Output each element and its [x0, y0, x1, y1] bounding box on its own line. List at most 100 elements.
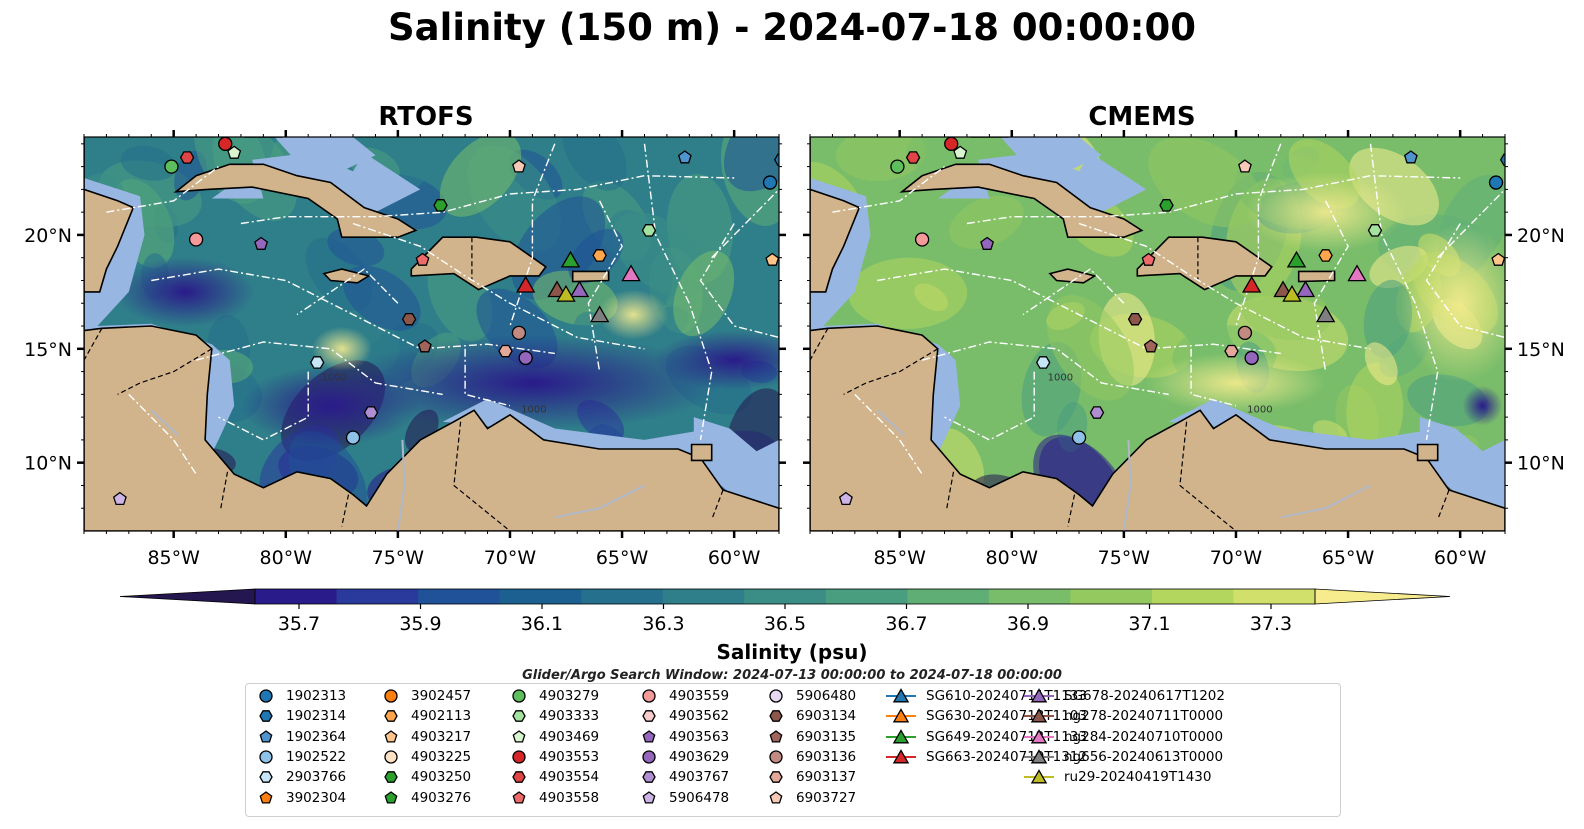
panel-title-rtofs: RTOFS: [378, 102, 474, 132]
country-border: [1437, 489, 1450, 520]
legend-marker: [384, 689, 398, 703]
x-tick-label: 85°W: [873, 547, 926, 569]
platform-1902522: [1071, 430, 1087, 445]
legend-entry: ng284-20240710T0000: [1024, 728, 1223, 746]
eez-boundary: [218, 371, 309, 441]
platform-4903629: [518, 350, 533, 366]
platform-4903558: [415, 252, 430, 266]
legend-entry: 3902457: [381, 687, 471, 705]
legend-marker: [642, 710, 656, 723]
colorbar-segment: [418, 589, 501, 604]
platform-ng656-20240613T0000: [589, 305, 610, 323]
legend-marker-triangle: [1030, 708, 1048, 723]
colorbar-segment: [1151, 589, 1234, 604]
legend-marker: [769, 689, 783, 703]
legend-entry: 3902304: [256, 789, 346, 807]
x-tick-label: 75°W: [372, 547, 425, 569]
legend-marker: [642, 771, 656, 784]
legend-marker-triangle: [892, 688, 910, 703]
legend-label: ng278-20240711T0000: [1064, 708, 1224, 725]
legend-marker-pentagon: [259, 790, 273, 804]
colorbar-tick-label: 35.9: [399, 613, 441, 635]
platform-SG649-20240712T1133: [1286, 250, 1307, 268]
legend-label: 4903279: [539, 688, 600, 704]
platform-4903559: [188, 232, 204, 247]
platform-6903136: [511, 325, 527, 341]
legend-marker-hexagon: [642, 771, 656, 784]
legend-marker: [769, 790, 783, 804]
legend-label: SG663-20240710T1312: [926, 748, 1087, 765]
legend-label: ng284-20240710T0000: [1064, 728, 1224, 745]
eez-boundary: [106, 166, 219, 213]
legend: 1902313 1902314 1902364 1902522 2903766 39023…: [245, 683, 1341, 817]
country-border: [453, 421, 511, 531]
colorbar-segment: [744, 589, 827, 604]
legend-marker: [1024, 748, 1054, 764]
land: [899, 163, 1144, 238]
legend-marker: [259, 729, 273, 743]
legend-marker-triangle: [1030, 728, 1048, 744]
legend-marker: [512, 689, 526, 703]
legend-entry: 4903225: [381, 748, 471, 766]
legend-label: 4903767: [669, 769, 730, 786]
legend-label: 6903134: [796, 708, 857, 725]
legend-marker: [886, 748, 916, 764]
legend-marker-triangle: [1030, 688, 1048, 703]
eez-boundary: [643, 143, 713, 441]
legend-marker-pentagon: [769, 790, 783, 804]
eez-boundary: [1190, 348, 1237, 407]
legend-label: 6903137: [796, 769, 857, 786]
colorbar-segment: [581, 589, 664, 604]
eez-boundary: [1369, 143, 1439, 441]
legend-label: SG610-20240711T1133: [926, 688, 1087, 704]
legend-entry: 4903558: [509, 789, 599, 807]
country-border: [810, 328, 829, 361]
legend-marker-pentagon: [259, 729, 273, 743]
x-tick-label: 70°W: [1210, 547, 1263, 569]
colorbar-tick-label: 35.7: [278, 613, 320, 635]
colorbar-tick-label: 36.7: [885, 613, 927, 635]
platform-4903333: [1367, 224, 1383, 237]
legend-entry: 4903562: [639, 707, 729, 725]
land: [810, 188, 861, 293]
y-tick-label: 20°N: [1517, 225, 1565, 247]
legend-label: 4903333: [539, 708, 600, 725]
x-tick-label: 80°W: [260, 547, 313, 569]
legend-entry: 4903767: [639, 768, 729, 786]
land: [1048, 268, 1097, 284]
y-tick-label: 20°N: [24, 225, 72, 247]
legend-marker: [769, 710, 783, 723]
platform-4903563: [980, 236, 995, 250]
platform-2903766: [309, 356, 325, 369]
legend-entry: 4903217: [381, 728, 471, 746]
legend-marker-hexagon: [259, 710, 273, 723]
legend-marker: [642, 790, 656, 804]
colorbar-extend-low: [119, 588, 256, 605]
platform-4903250: [1159, 199, 1174, 212]
eez-boundary: [1078, 222, 1371, 350]
colorbar-tick-label: 36.3: [642, 613, 684, 635]
contour-label: 1000: [1247, 405, 1272, 416]
platform-SG678-20240617T1202: [569, 280, 590, 298]
platform-4903469: [227, 145, 242, 159]
legend-marker-circle: [769, 689, 783, 703]
legend-label: 4903225: [411, 748, 472, 765]
legend-label: ng656-20240613T0000: [1064, 748, 1224, 765]
platform-6903135: [417, 339, 432, 353]
legend-marker-circle: [512, 689, 526, 703]
platform-SG649-20240712T1133: [560, 250, 581, 268]
platform-4903554: [179, 151, 195, 164]
shelf-area: [1419, 417, 1505, 520]
legend-marker-circle: [642, 689, 656, 703]
river: [554, 484, 645, 519]
legend-entry: SG610-20240711T1133: [886, 687, 1087, 705]
legend-label: 6903136: [796, 748, 857, 765]
legend-entry: 1902314: [256, 707, 346, 725]
country-border: [220, 471, 229, 509]
legend-marker-hexagon: [642, 710, 656, 723]
colorbar: 35.7 35.9 36.1 36.3 36.5 36.7 36.9 37.1 37.3: [119, 588, 1451, 635]
legend-marker: [512, 771, 526, 784]
legend-marker-pentagon: [642, 729, 656, 743]
platform-6903135: [1143, 339, 1158, 353]
legend-label: 4903559: [669, 688, 730, 704]
